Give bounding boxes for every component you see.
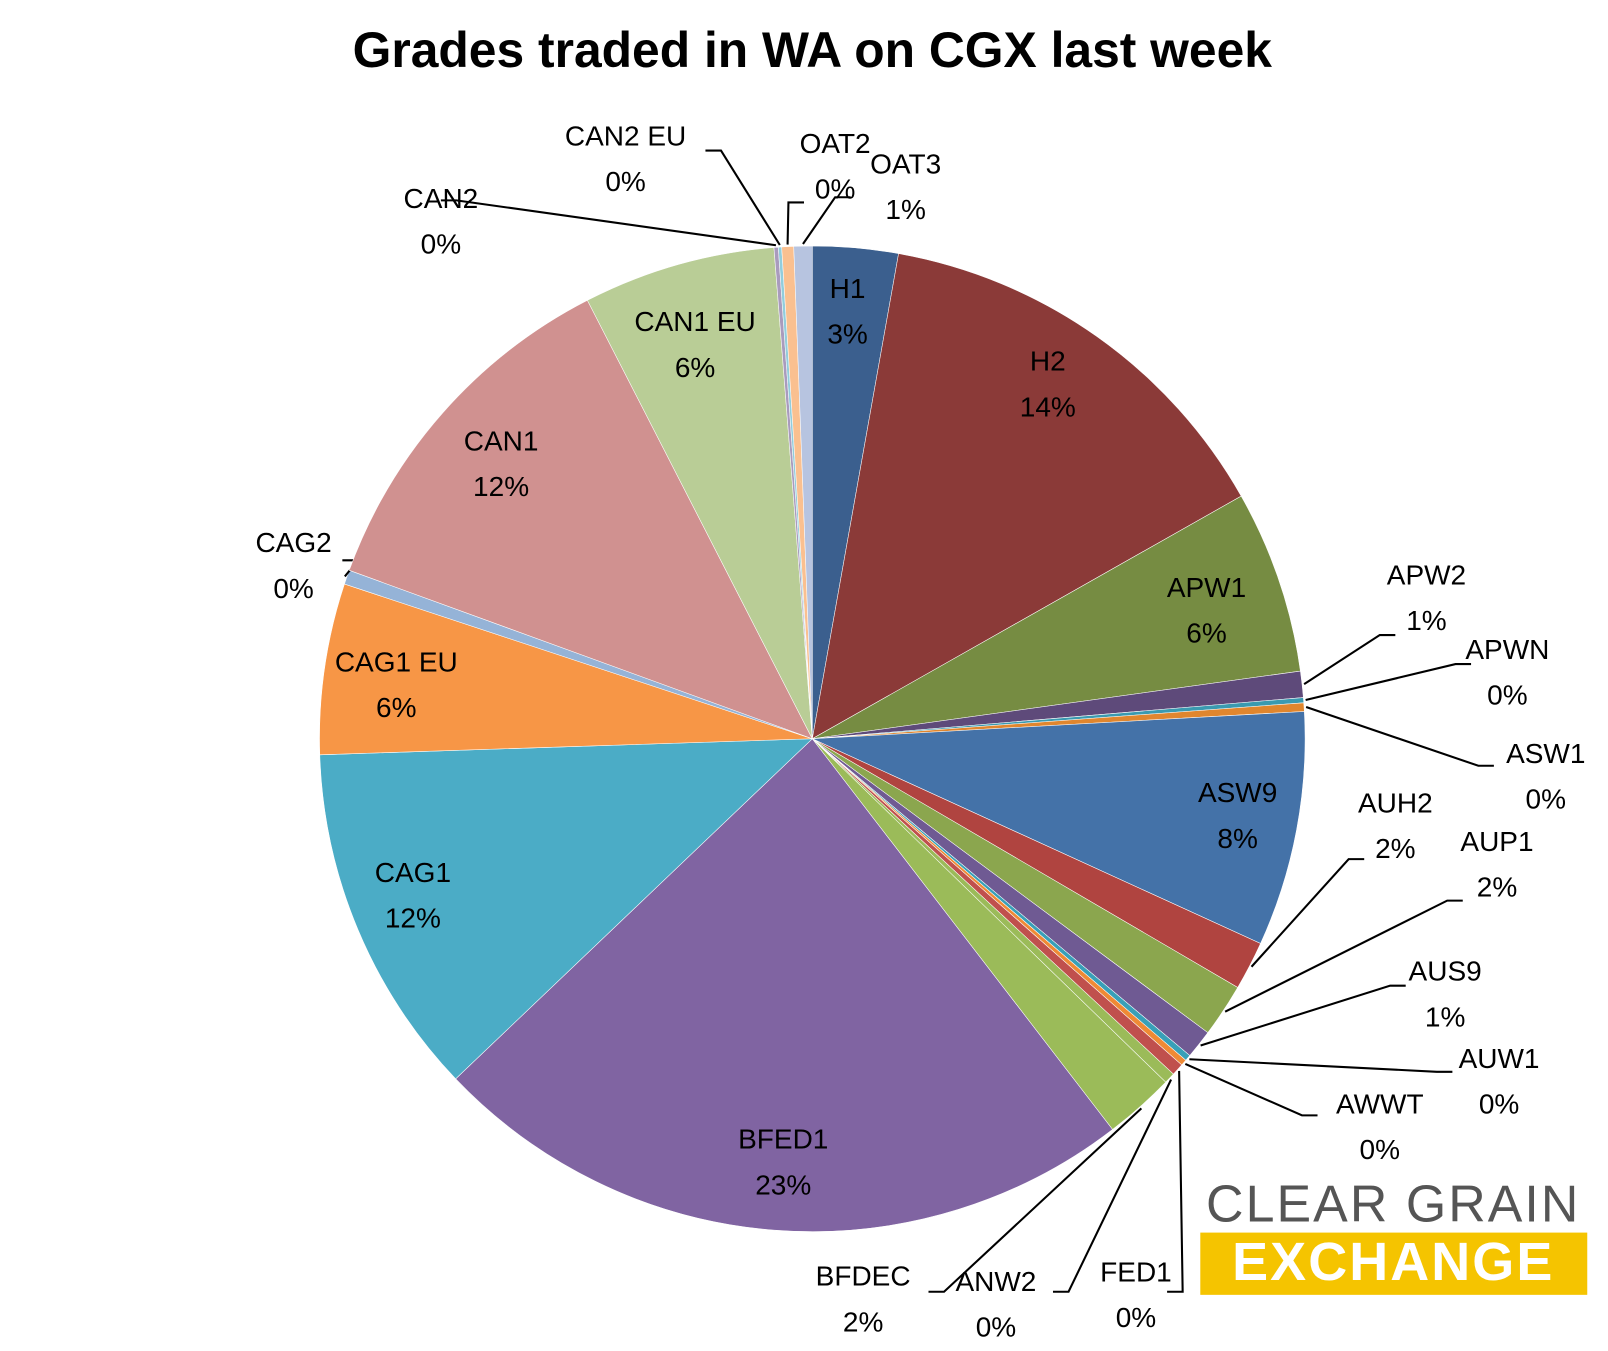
slice-name: CAG1 EU: [335, 646, 458, 677]
slice-name: AUS9: [1409, 956, 1482, 987]
slice-name: APW1: [1167, 572, 1246, 603]
slice-value-label: 8%: [1217, 823, 1257, 854]
leader-line: [440, 199, 777, 247]
slice-value-label: 6%: [1186, 617, 1226, 648]
slice-name: APW2: [1387, 559, 1466, 590]
slice-value-label: 0%: [1479, 1088, 1519, 1119]
slice-value-label: 0%: [1526, 783, 1566, 814]
slice-value-label: 12%: [473, 471, 529, 502]
leader-line: [1305, 663, 1472, 702]
logo-line2: EXCHANGE: [1232, 1232, 1554, 1292]
leader-line: [1250, 858, 1365, 968]
leader-line: [1052, 1079, 1173, 1293]
slice-value-label: 3%: [827, 319, 867, 350]
pie-slice: [455, 738, 1113, 1232]
slice-name: CAN2 EU: [565, 121, 686, 152]
pie-slice: [793, 245, 813, 739]
slice-name: CAG1: [375, 857, 451, 888]
slice-name: CAG2: [255, 527, 331, 558]
slice-value-label: 14%: [1020, 391, 1076, 422]
slice-value-label: 12%: [385, 903, 441, 934]
slice-value-label: 0%: [1360, 1134, 1400, 1165]
slice-name: CAN2: [404, 183, 479, 214]
slice-value-label: 6%: [675, 352, 715, 383]
pie-slice: [319, 583, 813, 756]
slice-name: CAN1: [464, 426, 539, 457]
leader-line: [1224, 899, 1463, 1013]
slice-name: BFDEC: [816, 1261, 911, 1292]
chart-title: Grades traded in WA on CGX last week: [353, 22, 1273, 78]
leader-line: [1184, 1063, 1318, 1117]
leader-line: [928, 1107, 1143, 1293]
leader-line: [802, 196, 851, 245]
pie-slice: [812, 711, 1306, 944]
pie-slice: [587, 247, 813, 739]
pie-slice: [812, 495, 1301, 740]
slice-name: FED1: [1100, 1256, 1172, 1287]
pie-slice: [319, 738, 813, 1080]
slice-name: AUW1: [1459, 1043, 1540, 1074]
logo-line1: CLEAR GRAIN: [1206, 1174, 1580, 1232]
slice-value-label: 2%: [1375, 833, 1415, 864]
slice-name: H2: [1030, 346, 1066, 377]
slice-value-label: 0%: [421, 228, 461, 259]
slice-name: ASW9: [1198, 777, 1277, 808]
slice-name: CAN1 EU: [634, 306, 755, 337]
slice-value-label: 6%: [376, 692, 416, 723]
slice-value-label: 0%: [605, 166, 645, 197]
leader-line: [786, 201, 804, 245]
slice-value-label: 1%: [1406, 605, 1446, 636]
slice-name: BFED1: [738, 1124, 828, 1155]
pie-slice: [348, 299, 813, 740]
slice-value-label: 0%: [976, 1311, 1016, 1342]
slice-value-label: 1%: [1425, 1001, 1465, 1032]
slice-name: APWN: [1465, 634, 1549, 665]
leader-line: [1167, 1070, 1184, 1293]
slice-name: OAT2: [800, 128, 871, 159]
slice-value-label: 0%: [815, 173, 855, 204]
slice-name: AWWT: [1336, 1088, 1424, 1119]
slice-value-label: 2%: [1477, 872, 1517, 903]
slice-name: H1: [830, 273, 866, 304]
slice-value-label: 2%: [843, 1306, 883, 1337]
slice-name: AUP1: [1460, 826, 1533, 857]
slice-name: ASW1: [1506, 738, 1585, 769]
slice-value-label: 0%: [273, 573, 313, 604]
slice-value-label: 1%: [885, 194, 925, 225]
slice-value-label: 23%: [755, 1169, 811, 1200]
leader-line: [1200, 984, 1406, 1047]
slice-value-label: 0%: [1116, 1302, 1156, 1333]
logo-band: [1200, 1232, 1588, 1295]
leader-line: [1189, 1058, 1453, 1073]
leader-line: [705, 149, 781, 246]
slice-name: OAT3: [870, 149, 941, 180]
leader-line: [1305, 706, 1494, 767]
leader-line: [1303, 634, 1396, 685]
slice-value-label: 0%: [1487, 680, 1527, 711]
slice-name: AUH2: [1358, 788, 1433, 819]
pie-slice: [811, 253, 1242, 740]
slice-name: ANW2: [955, 1266, 1036, 1297]
